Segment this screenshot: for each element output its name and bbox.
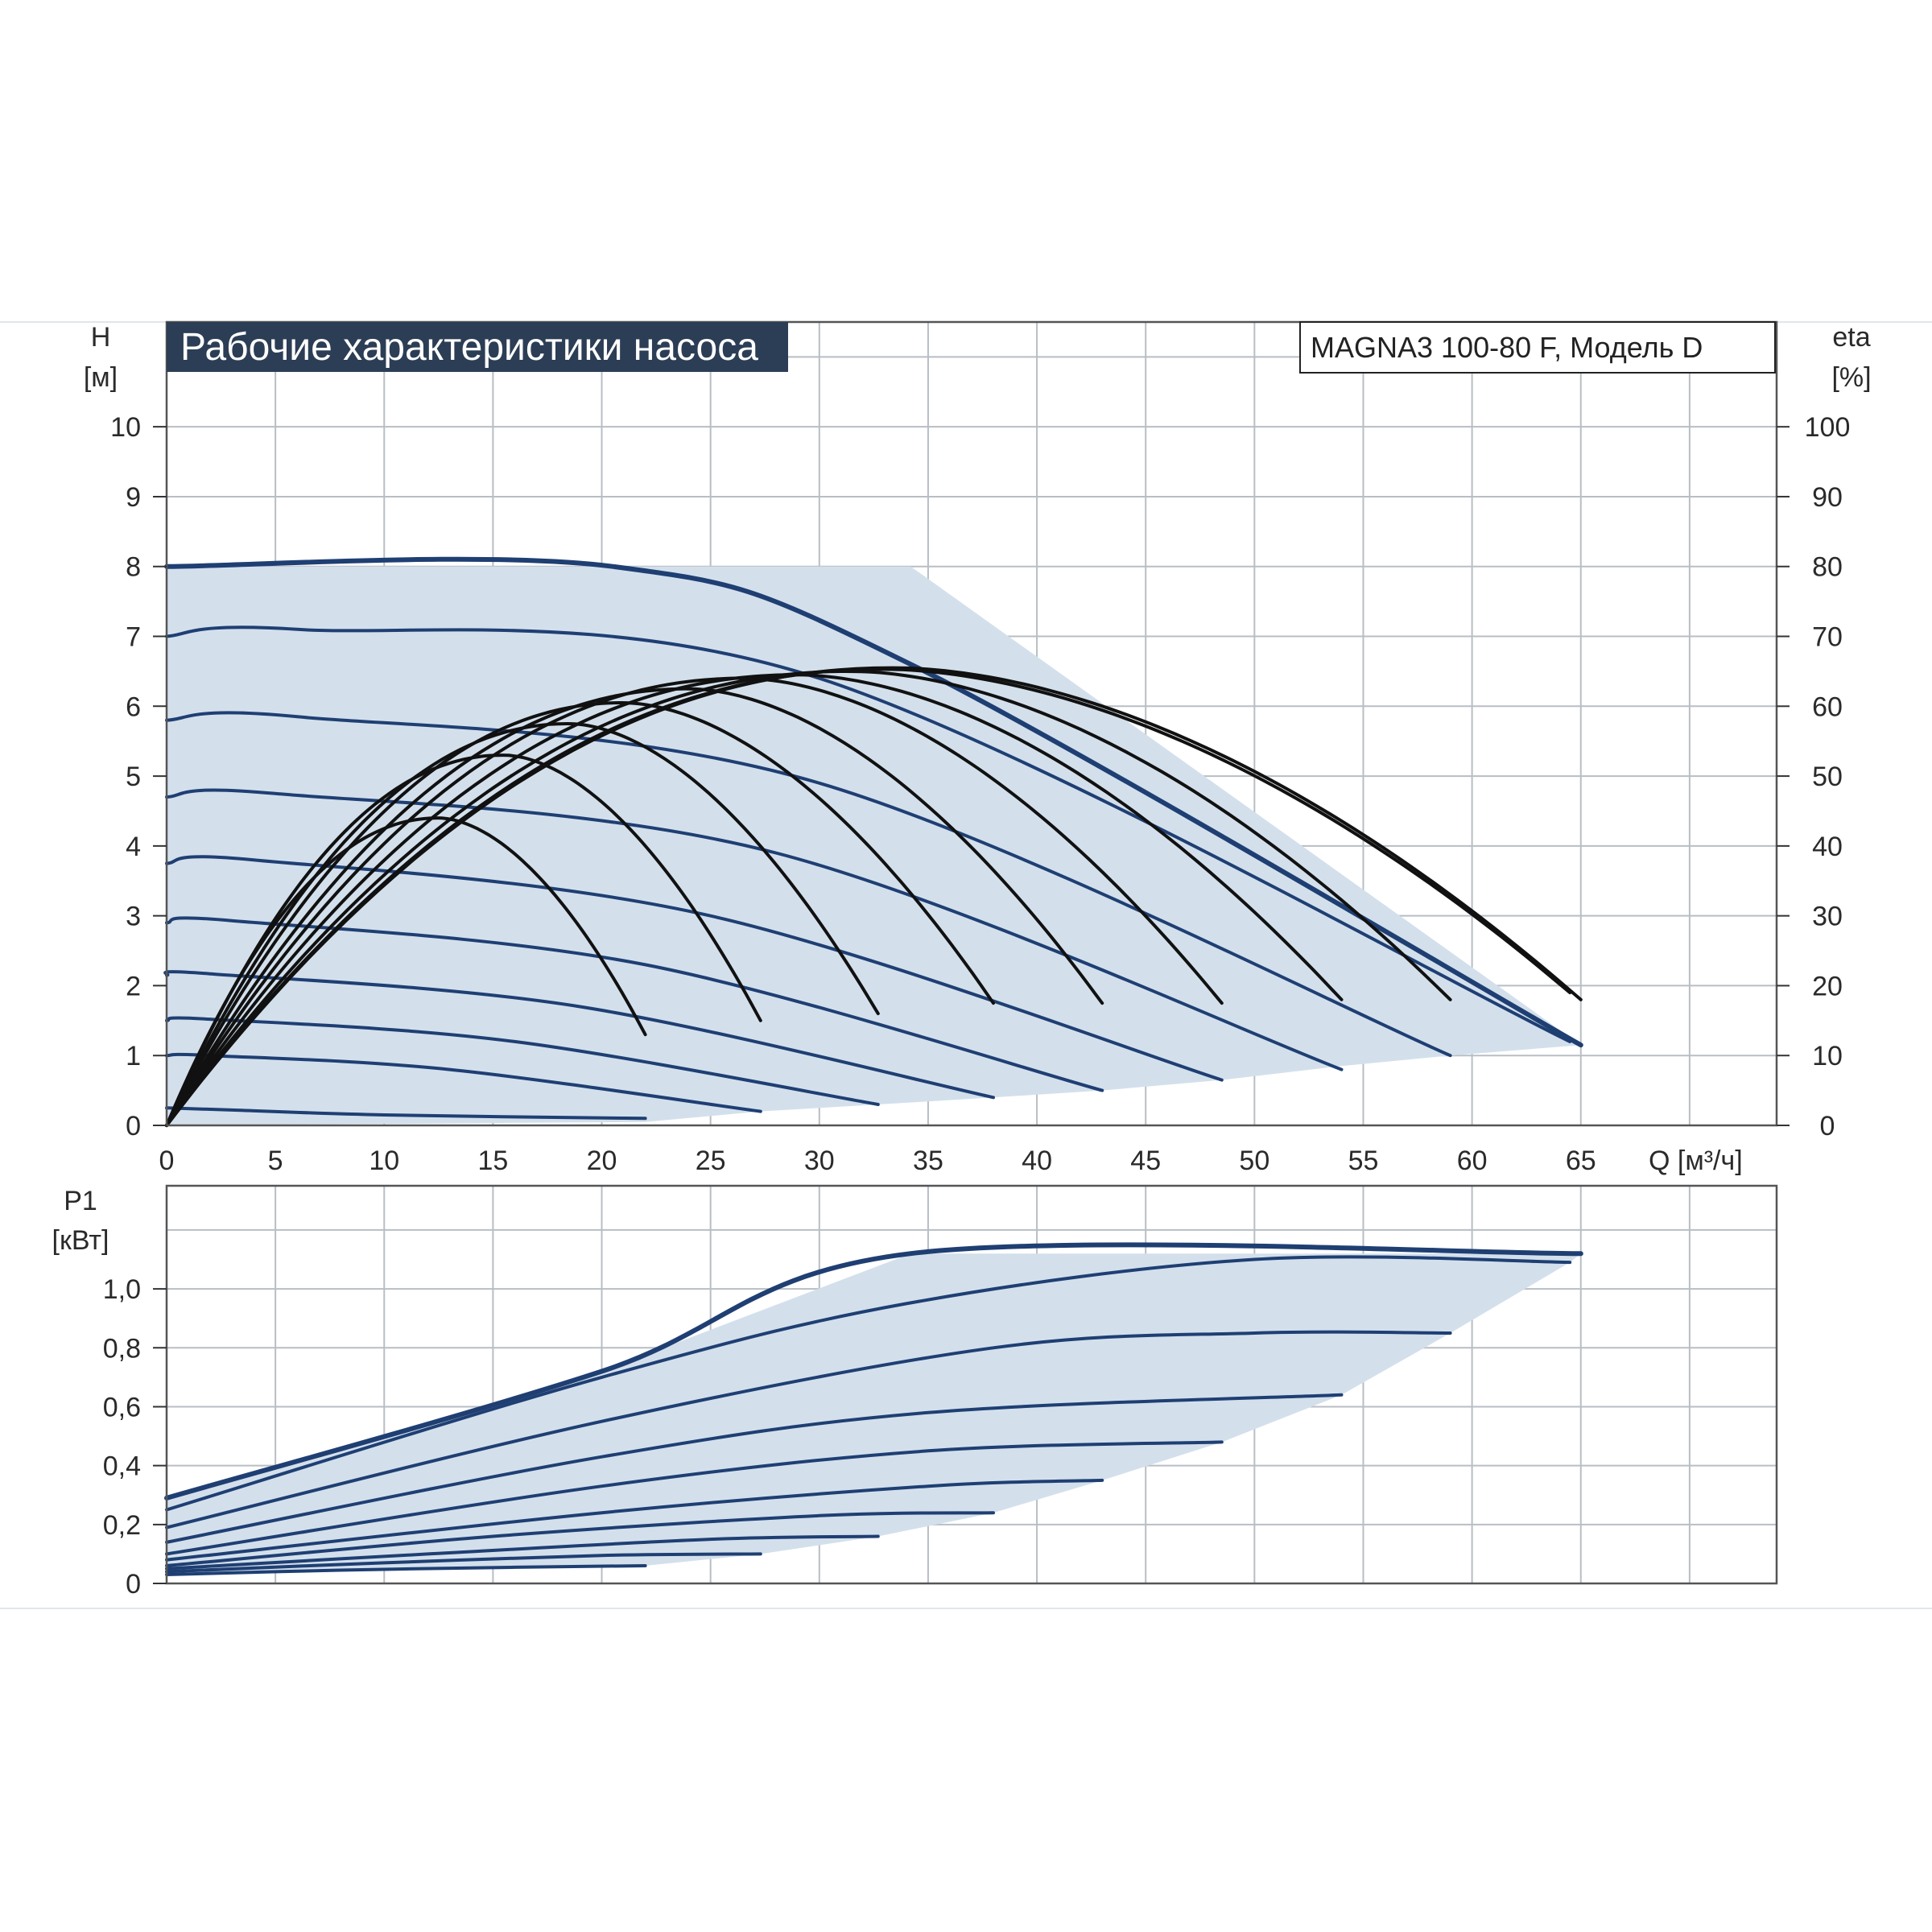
y-tick-label: 1	[126, 1041, 141, 1071]
y2-tick-label: 60	[1812, 691, 1843, 722]
operating-area	[167, 566, 1581, 1125]
x-tick-label: 45	[1130, 1146, 1161, 1176]
main-frame	[165, 320, 1778, 1127]
y2-tick-label: 0	[1820, 1111, 1835, 1141]
head-curves	[163, 556, 1583, 1121]
power-y-tick-labels: 0 0,2 0,4 0,6 0,8 1,0	[103, 1274, 167, 1600]
y-tick-label: 8	[126, 552, 141, 583]
efficiency-curves	[165, 666, 1583, 1127]
y2-axis-unit: [%]	[1831, 362, 1871, 393]
x-tick-label: 40	[1022, 1146, 1052, 1176]
power-y-tick-label: 1,0	[103, 1274, 141, 1305]
y-tick-label: 4	[126, 832, 141, 862]
efficiency-curve	[165, 753, 762, 1127]
x-tick-label: 15	[477, 1146, 508, 1176]
x-tick-label: 35	[913, 1146, 943, 1176]
head-curve	[164, 556, 1583, 1048]
chart-title: Рабочие характеристики насоса	[180, 326, 758, 369]
y2-tick-label: 80	[1812, 552, 1843, 583]
power-curves	[164, 1242, 1583, 1576]
head-curve	[165, 916, 1104, 1092]
power-curve	[165, 1440, 1224, 1556]
title-background	[167, 322, 788, 372]
x-tick-labels: 0 5 10 15 20 25 30 35 40 45 50 55 60 65	[159, 1146, 1596, 1176]
model-label: MAGNA3 100-80 F, Модель D	[1311, 331, 1703, 364]
main-border	[165, 320, 1778, 1127]
model-box	[1299, 321, 1776, 374]
power-frame	[165, 1184, 1778, 1585]
y2-axis-label: eta	[1832, 322, 1870, 353]
y2-tick-label: 40	[1812, 832, 1843, 862]
y2-tick-label: 50	[1812, 762, 1843, 792]
head-efficiency-plot: 0 5 10 15 20 25 30 35 40 45 50 55 60 65 012345678910 …	[84, 320, 1872, 1176]
x-axis-label: Q [м³/ч]	[1649, 1146, 1743, 1176]
y-tick-label: 5	[126, 762, 141, 792]
x-tick-label: 0	[159, 1146, 175, 1176]
y2-tick-label: 90	[1812, 482, 1843, 513]
y2-tick-labels: 0 10 20 30 40 50 60 70 80 90 100	[1777, 412, 1850, 1141]
head-curve	[163, 970, 995, 1100]
power-y-tick-label: 0	[126, 1569, 141, 1600]
power-y-tick-label: 0,2	[103, 1510, 141, 1541]
power-curve	[165, 1255, 1572, 1512]
power-curve	[165, 1393, 1344, 1544]
power-curve	[165, 1564, 647, 1576]
head-curve	[165, 855, 1224, 1082]
y-axis-label: H	[91, 322, 111, 353]
head-curve	[165, 625, 1572, 1043]
efficiency-curve	[165, 666, 1583, 1127]
y2-tick-label: 30	[1812, 902, 1843, 932]
power-y-tick-label: 0,8	[103, 1333, 141, 1364]
head-curve	[165, 1052, 762, 1113]
efficiency-curve	[165, 673, 1344, 1127]
power-curve	[165, 1478, 1104, 1562]
head-curve	[165, 711, 1452, 1058]
x-tick-label: 10	[369, 1146, 399, 1176]
power-border	[165, 1184, 1778, 1585]
head-curve	[165, 1106, 647, 1121]
x-tick-label: 25	[696, 1146, 726, 1176]
y-tick-label: 0	[126, 1111, 141, 1141]
efficiency-curve	[165, 676, 1224, 1127]
operating-envelope	[167, 566, 1581, 1125]
power-curve	[165, 1534, 880, 1571]
y2-tick-label: 10	[1812, 1041, 1843, 1071]
power-curve	[165, 1552, 762, 1574]
x-tick-label: 55	[1348, 1146, 1379, 1176]
power-curve	[164, 1242, 1583, 1501]
y-axis-unit: [м]	[84, 362, 118, 393]
y-tick-label: 6	[126, 691, 141, 722]
y-tick-label: 2	[126, 971, 141, 1001]
y-tick-labels: 0 1 2 3 4 5 6 7 8 9 10	[110, 412, 167, 1141]
y-tick-label: 7	[126, 622, 141, 653]
x-tick-label: 60	[1457, 1146, 1488, 1176]
x-tick-label: 50	[1239, 1146, 1269, 1176]
x-tick-label: 5	[268, 1146, 283, 1176]
power-curve	[165, 1330, 1452, 1530]
y2-tick-label: 100	[1805, 412, 1851, 443]
y-tick-label: 9	[126, 482, 141, 513]
power-y-tick-label: 0,4	[103, 1451, 141, 1482]
power-plot: 0 0,2 0,4 0,6 0,8 1,0 P1 [кВт]	[52, 1184, 1778, 1600]
y2-tick-label: 70	[1812, 622, 1843, 653]
y-tick-label: 3	[126, 902, 141, 932]
power-y-tick-label: 0,6	[103, 1392, 141, 1422]
power-curve	[165, 1511, 995, 1567]
head-curve	[165, 788, 1344, 1071]
y2-tick-label: 20	[1812, 971, 1843, 1001]
x-tick-label: 20	[587, 1146, 617, 1176]
power-axis-unit: [кВт]	[52, 1225, 109, 1256]
power-axis-label: P1	[64, 1186, 97, 1216]
y-tick-label: 10	[110, 412, 141, 443]
x-tick-label: 30	[804, 1146, 835, 1176]
x-tick-label: 65	[1566, 1146, 1596, 1176]
head-curve	[165, 1016, 880, 1106]
